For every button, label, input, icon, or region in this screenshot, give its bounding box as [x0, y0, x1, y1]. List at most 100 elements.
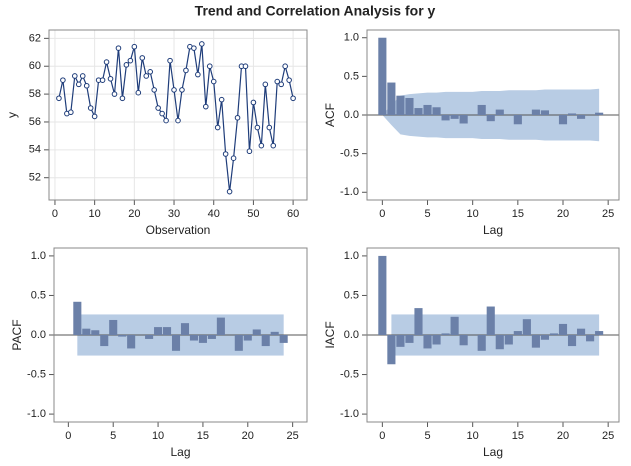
data-point — [83, 82, 90, 89]
bar — [396, 335, 405, 347]
data-point — [167, 57, 173, 64]
y-axis-label: y — [5, 112, 19, 118]
bar — [486, 115, 495, 122]
x-tick-label: 10 — [89, 208, 101, 220]
bar — [595, 331, 604, 335]
bar — [378, 255, 387, 335]
data-point — [250, 99, 257, 106]
data-point — [135, 89, 142, 96]
data-point — [195, 71, 201, 78]
data-point — [75, 81, 82, 88]
data-point — [68, 109, 74, 116]
data-point — [234, 114, 241, 121]
y-tick-label: 0.5 — [344, 289, 359, 301]
data-point — [99, 77, 106, 83]
bar — [73, 301, 82, 335]
data-point — [127, 57, 134, 64]
y-tick-label: 0.5 — [31, 289, 46, 301]
bar — [127, 335, 136, 349]
data-point — [183, 67, 189, 74]
data-point — [56, 95, 62, 102]
x-tick-label: 0 — [52, 208, 58, 220]
data-point — [107, 75, 114, 82]
data-point — [79, 73, 86, 79]
y-tick-label: 1.0 — [344, 32, 359, 44]
x-axis-label: Lag — [483, 445, 503, 459]
y-tick-label: -1.0 — [340, 186, 359, 198]
data-point — [226, 188, 233, 195]
bar — [423, 104, 432, 115]
data-point — [131, 43, 138, 50]
data-point — [274, 78, 281, 85]
x-tick-label: 25 — [602, 208, 614, 220]
y-tick-label: -0.5 — [340, 368, 359, 380]
bar — [522, 319, 531, 335]
bar — [441, 115, 450, 121]
bar — [577, 328, 586, 335]
x-tick-label: 20 — [557, 208, 569, 220]
bar — [414, 108, 423, 115]
x-tick-label: 40 — [208, 208, 220, 220]
bar — [91, 330, 100, 335]
y-tick-label: 0.5 — [344, 70, 359, 82]
y-tick-label: 1.0 — [31, 250, 46, 262]
bar — [234, 335, 243, 351]
x-tick-label: 0 — [65, 430, 71, 442]
data-point — [151, 87, 157, 93]
y-tick-label: 1.0 — [344, 250, 359, 262]
data-point — [199, 41, 205, 47]
bar — [513, 331, 522, 335]
y-tick-label: 60 — [29, 60, 41, 72]
data-line — [58, 43, 294, 192]
x-tick-label: 5 — [424, 430, 430, 442]
bar — [531, 109, 540, 115]
data-point — [282, 63, 288, 70]
bar — [567, 113, 577, 115]
data-point — [123, 62, 130, 68]
plot-frame — [53, 247, 308, 423]
bar — [171, 335, 181, 351]
x-tick-label: 25 — [602, 430, 614, 442]
bar — [145, 335, 154, 339]
bar — [504, 335, 513, 345]
data-point — [175, 117, 181, 124]
data-point — [290, 95, 296, 102]
bar — [540, 110, 549, 115]
y-tick-label: -1.0 — [27, 408, 46, 420]
data-point — [222, 151, 229, 157]
data-point — [266, 124, 273, 131]
bar — [495, 109, 504, 115]
x-tick-label: 50 — [247, 208, 259, 220]
bar — [387, 82, 396, 115]
bar — [495, 335, 504, 350]
data-point — [143, 73, 150, 79]
x-axis-label: Observation — [146, 223, 211, 237]
y-axis-label: IACF — [323, 321, 337, 348]
data-point — [206, 63, 213, 70]
plot-frame — [366, 247, 620, 423]
data-point — [270, 142, 277, 149]
bar — [189, 335, 198, 341]
bar — [459, 335, 468, 346]
data-point — [246, 148, 253, 155]
data-point — [262, 81, 269, 88]
plot-frame — [366, 29, 620, 201]
x-tick-label: 10 — [467, 208, 479, 220]
bar — [540, 335, 549, 340]
bar — [486, 306, 495, 335]
x-tick-label: 5 — [110, 430, 116, 442]
x-axis-label: Lag — [483, 223, 503, 237]
y-tick-label: 54 — [29, 144, 41, 156]
bar — [378, 37, 387, 115]
x-tick-label: 60 — [287, 208, 299, 220]
data-point — [159, 110, 165, 117]
y-tick-label: 0.0 — [344, 329, 359, 341]
bar — [586, 335, 595, 342]
bar — [558, 115, 568, 125]
data-point — [119, 95, 126, 102]
y-tick-label: -1.0 — [340, 408, 359, 420]
x-tick-label: 10 — [467, 430, 479, 442]
data-point — [72, 73, 78, 79]
x-tick-label: 30 — [168, 208, 180, 220]
